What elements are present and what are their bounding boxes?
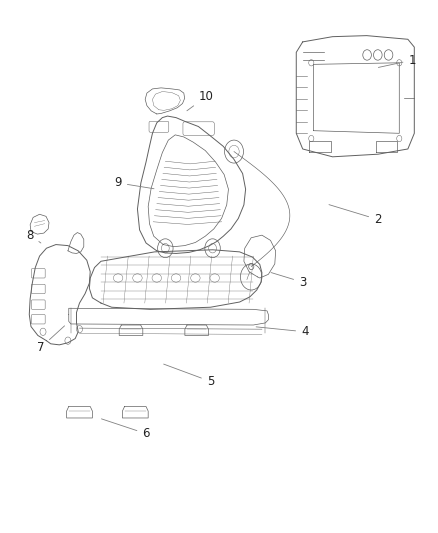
Text: 10: 10 bbox=[187, 90, 214, 111]
Text: 2: 2 bbox=[329, 205, 381, 226]
Text: 7: 7 bbox=[37, 326, 64, 354]
Text: 9: 9 bbox=[114, 176, 154, 189]
Text: 3: 3 bbox=[271, 272, 307, 289]
Text: 8: 8 bbox=[26, 229, 41, 243]
Text: 5: 5 bbox=[164, 364, 214, 388]
Text: 4: 4 bbox=[256, 325, 309, 338]
Text: 1: 1 bbox=[378, 54, 416, 68]
Text: 6: 6 bbox=[102, 419, 150, 440]
